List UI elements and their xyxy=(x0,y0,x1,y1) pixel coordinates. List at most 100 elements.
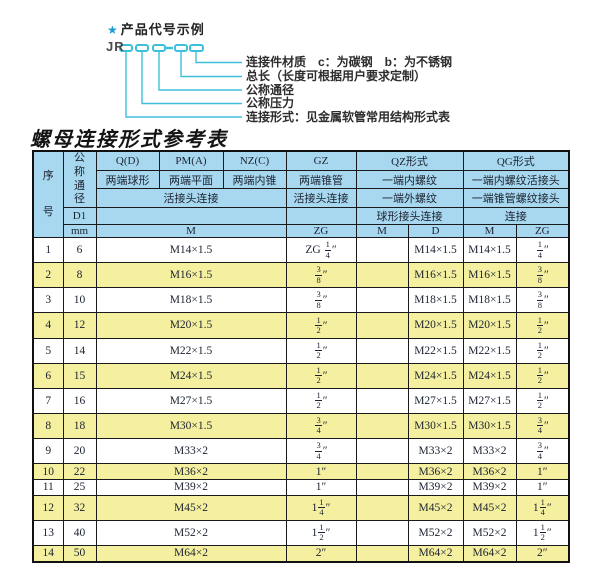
cell-qz_m xyxy=(355,337,409,364)
header-row-3: 活接头连接 活接头连接 一端外螺纹 一端锥管螺纹接头 xyxy=(33,188,570,208)
cell-m: M45×2 xyxy=(95,494,287,521)
cell-qg_zg: 1 2 ″ xyxy=(515,362,570,389)
cell-seq: 8 xyxy=(32,412,64,440)
header-gz-sub: 两端锥管 xyxy=(285,169,357,190)
code-box-2 xyxy=(135,44,149,52)
cell-gz_zg: 1 1 2 ″ xyxy=(285,519,357,546)
header-row-1: 序 号 公 称 通 径 Q(D) PM(A) NZ(C) GZ QZ形式 QG形… xyxy=(32,150,570,238)
cell-m: M30×1.5 xyxy=(95,412,287,440)
cell-dn: 50 xyxy=(62,544,97,563)
cell-gz_zg: 1 2 ″ xyxy=(285,362,357,389)
cell-dn: 6 xyxy=(62,236,97,264)
cell-qz_m xyxy=(355,478,409,496)
cell-qz_d: M33×2 xyxy=(407,437,464,465)
cell-qg_zg: 1 4 ″ xyxy=(515,236,570,264)
nut-connection-reference-table: 序 号 公 称 通 径 Q(D) PM(A) NZ(C) GZ QZ形式 QG形… xyxy=(32,150,571,563)
cell-gz_zg: 3 8 ″ xyxy=(285,287,357,314)
header-qg-sub3: 连接 xyxy=(462,207,570,225)
header-qg-m: M xyxy=(462,224,517,238)
cell-qg_m: M39×2 xyxy=(462,478,517,496)
cell-qz_d: M18×1.5 xyxy=(407,287,464,314)
cell-gz_zg: ZG 1 4 ″ xyxy=(285,236,357,264)
cell-m: M27×1.5 xyxy=(95,387,287,414)
cell-qg_zg: 3 4 ″ xyxy=(515,412,570,440)
header-seq: 序 号 xyxy=(32,150,64,238)
cell-qz_d: M45×2 xyxy=(407,494,464,521)
header-col-pm: PM(A) xyxy=(158,150,224,171)
cell-m: M20×1.5 xyxy=(95,312,287,339)
cell-dn: 18 xyxy=(62,412,97,440)
table-body: 1 6 M14×1.5 ZG 1 4 ″ M14×1.5 M14×1.5 1 4 ″ 2 8 M16×1.… xyxy=(32,236,570,563)
table-row: 13 40 M52×2 1 1 2 ″ M52×2 M52×2 1 1 2 ″ xyxy=(32,519,570,546)
cell-qg_zg: 1 1 4 ″ xyxy=(515,494,570,521)
cell-dn: 22 xyxy=(62,463,97,480)
cell-seq: 7 xyxy=(32,387,64,414)
cell-qg_m: M14×1.5 xyxy=(462,236,517,264)
cell-gz_zg: 3 4 ″ xyxy=(285,437,357,465)
header-col-nz: NZ(C) xyxy=(222,150,287,171)
cell-seq: 3 xyxy=(32,287,64,314)
cell-qg_zg: 2″ xyxy=(515,544,570,563)
header-qz-sub2: 一端外螺纹 xyxy=(355,188,464,208)
cell-qz_m xyxy=(355,362,409,389)
cell-dn: 32 xyxy=(62,494,97,521)
diagram-title-text: 产品代号示例 xyxy=(120,22,205,37)
cell-qg_m: M45×2 xyxy=(462,494,517,521)
cell-qg_m: M27×1.5 xyxy=(462,387,517,414)
cell-qz_d: M39×2 xyxy=(407,478,464,496)
header-d1: D1 xyxy=(62,207,97,225)
cell-qz_d: M64×2 xyxy=(407,544,464,563)
cell-qz_d: M20×1.5 xyxy=(407,312,464,339)
cell-qz_m xyxy=(355,494,409,521)
cell-seq: 4 xyxy=(32,312,64,339)
cell-qz_d: M52×2 xyxy=(407,519,464,546)
cell-qz_m xyxy=(355,236,409,264)
table-row: 6 15 M24×1.5 1 2 ″ M24×1.5 M24×1.5 1 2 ″ xyxy=(32,362,570,389)
cell-seq: 11 xyxy=(32,478,64,496)
cell-seq: 2 xyxy=(32,262,64,289)
header-empty-gz xyxy=(285,207,357,225)
cell-m: M33×2 xyxy=(95,437,287,465)
cell-qz_m xyxy=(355,262,409,289)
cell-qg_zg: 3 4 ″ xyxy=(515,437,570,465)
callout-line-form xyxy=(125,52,242,118)
cell-qg_m: M30×1.5 xyxy=(462,412,517,440)
cell-qg_m: M16×1.5 xyxy=(462,262,517,289)
code-label-form: 连接形式：见金属软管常用结构形式表 xyxy=(246,109,451,124)
cell-m: M22×1.5 xyxy=(95,337,287,364)
cell-m: M14×1.5 xyxy=(95,236,287,264)
cell-gz_zg: 1 2 ″ xyxy=(285,312,357,339)
callout-line-length xyxy=(180,52,242,78)
table-row: 10 22 M36×2 1″ M36×2 M36×2 1″ xyxy=(32,463,570,480)
cell-gz_zg: 1″ xyxy=(285,478,357,496)
cell-seq: 10 xyxy=(32,463,64,480)
code-box-5 xyxy=(189,44,204,52)
header-row-4: D1 球形接头连接 连接 xyxy=(33,207,570,225)
cell-dn: 10 xyxy=(62,287,97,314)
cell-qg_zg: 1 2 ″ xyxy=(515,337,570,364)
cell-qg_zg: 1 2 ″ xyxy=(515,387,570,414)
cell-dn: 15 xyxy=(62,362,97,389)
cell-gz_zg: 1 2 ″ xyxy=(285,387,357,414)
cell-m: M52×2 xyxy=(95,519,287,546)
cell-dn: 20 xyxy=(62,437,97,465)
cell-seq: 12 xyxy=(32,494,64,521)
cell-dn: 40 xyxy=(62,519,97,546)
cell-qz_d: M14×1.5 xyxy=(407,236,464,264)
cell-qg_m: M20×1.5 xyxy=(462,312,517,339)
cell-qz_d: M36×2 xyxy=(407,463,464,480)
table-row: 14 50 M64×2 2″ M64×2 M64×2 2″ xyxy=(32,544,570,563)
table-row: 1 6 M14×1.5 ZG 1 4 ″ M14×1.5 M14×1.5 1 4 ″ xyxy=(32,236,570,264)
cell-qg_m: M36×2 xyxy=(462,463,517,480)
header-qg-zg: ZG xyxy=(515,224,570,238)
cell-qg_m: M24×1.5 xyxy=(462,362,517,389)
table-header: 序 号 公 称 通 径 Q(D) PM(A) NZ(C) GZ QZ形式 QG形… xyxy=(32,150,570,238)
callout-line-pressure xyxy=(141,52,242,105)
cell-seq: 14 xyxy=(32,544,64,563)
cell-m: M16×1.5 xyxy=(95,262,287,289)
cell-qg_m: M33×2 xyxy=(462,437,517,465)
table-row: 5 14 M22×1.5 1 2 ″ M22×1.5 M22×1.5 1 2 ″ xyxy=(32,337,570,364)
code-label-pressure: 公称压力 xyxy=(246,96,295,110)
cell-m: M39×2 xyxy=(95,478,287,496)
cell-seq: 1 xyxy=(32,236,64,264)
